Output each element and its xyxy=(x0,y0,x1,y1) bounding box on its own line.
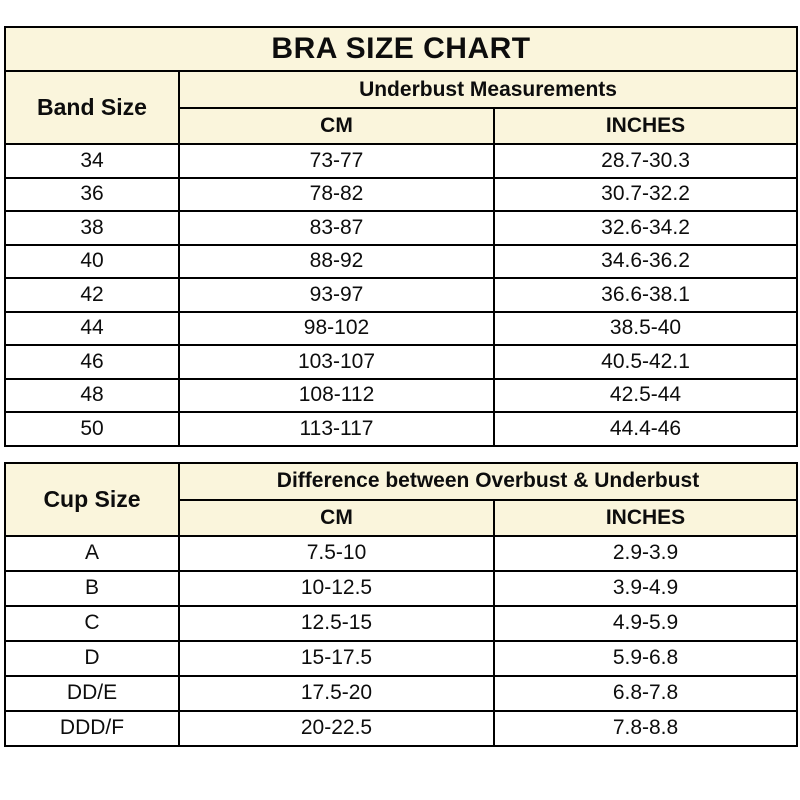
cm-column-header: CM xyxy=(178,107,495,145)
band-size-cell: 48 xyxy=(4,377,180,413)
cm-cell: 7.5-10 xyxy=(178,534,495,572)
table-row: 34 73-77 28.7-30.3 xyxy=(4,143,799,179)
cm-cell: 103-107 xyxy=(178,344,495,380)
cup-size-cell: DDD/F xyxy=(4,709,180,747)
table-row: DD/E 17.5-20 6.8-7.8 xyxy=(4,674,799,712)
inches-cell: 42.5-44 xyxy=(492,377,799,413)
table-row: 40 88-92 34.6-36.2 xyxy=(4,243,799,279)
cm-column-header: CM xyxy=(178,498,495,537)
cm-cell: 10-12.5 xyxy=(178,569,495,607)
inches-column-header: INCHES xyxy=(492,107,799,145)
cup-size-table: Cup Size Difference between Overbust & U… xyxy=(4,461,799,747)
table-row: C 12.5-15 4.9-5.9 xyxy=(4,604,799,642)
cm-cell: 15-17.5 xyxy=(178,639,495,677)
cup-size-cell: C xyxy=(4,604,180,642)
cm-cell: 20-22.5 xyxy=(178,709,495,747)
table-row: D 15-17.5 5.9-6.8 xyxy=(4,639,799,677)
cm-cell: 93-97 xyxy=(178,277,495,313)
cm-cell: 83-87 xyxy=(178,210,495,246)
inches-column-header: INCHES xyxy=(492,498,799,537)
band-size-cell: 36 xyxy=(4,176,180,212)
inches-cell: 4.9-5.9 xyxy=(492,604,799,642)
cup-size-header: Cup Size xyxy=(4,461,180,537)
header-row-units: CM INCHES xyxy=(5,498,799,537)
cm-cell: 78-82 xyxy=(178,176,495,212)
band-size-cell: 44 xyxy=(4,310,180,346)
inches-cell: 32.6-34.2 xyxy=(492,210,799,246)
table-row: 48 108-112 42.5-44 xyxy=(4,377,799,413)
band-size-cell: 42 xyxy=(4,277,180,313)
table-row: 44 98-102 38.5-40 xyxy=(4,310,799,346)
cup-size-cell: DD/E xyxy=(4,674,180,712)
inches-cell: 7.8-8.8 xyxy=(492,709,799,747)
band-size-cell: 50 xyxy=(4,411,180,447)
table-row: 46 103-107 40.5-42.1 xyxy=(4,344,799,380)
title-row: BRA SIZE CHART xyxy=(3,26,799,72)
band-size-table: BRA SIZE CHART Band Size Underbust Measu… xyxy=(3,26,799,447)
table-row: DDD/F 20-22.5 7.8-8.8 xyxy=(4,709,799,747)
inches-cell: 6.8-7.8 xyxy=(492,674,799,712)
inches-cell: 38.5-40 xyxy=(492,310,799,346)
inches-cell: 2.9-3.9 xyxy=(492,534,799,572)
inches-cell: 36.6-38.1 xyxy=(492,277,799,313)
table-row: 38 83-87 32.6-34.2 xyxy=(4,210,799,246)
inches-cell: 28.7-30.3 xyxy=(492,143,799,179)
table-row: 42 93-97 36.6-38.1 xyxy=(4,277,799,313)
chart-title: BRA SIZE CHART xyxy=(3,26,799,72)
header-row-units: CM INCHES xyxy=(5,107,799,145)
inches-cell: 40.5-42.1 xyxy=(492,344,799,380)
inches-cell: 5.9-6.8 xyxy=(492,639,799,677)
band-size-cell: 46 xyxy=(4,344,180,380)
inches-cell: 44.4-46 xyxy=(492,411,799,447)
cup-size-cell: A xyxy=(4,534,180,572)
cm-cell: 17.5-20 xyxy=(178,674,495,712)
cm-cell: 12.5-15 xyxy=(178,604,495,642)
band-size-cell: 38 xyxy=(4,210,180,246)
cm-cell: 98-102 xyxy=(178,310,495,346)
inches-cell: 30.7-32.2 xyxy=(492,176,799,212)
table-row: 50 113-117 44.4-46 xyxy=(4,411,799,447)
band-size-cell: 40 xyxy=(4,243,180,279)
table-row: B 10-12.5 3.9-4.9 xyxy=(4,569,799,607)
cup-size-cell: B xyxy=(4,569,180,607)
cm-cell: 108-112 xyxy=(178,377,495,413)
cup-size-cell: D xyxy=(4,639,180,677)
cm-cell: 88-92 xyxy=(178,243,495,279)
band-size-cell: 34 xyxy=(4,143,180,179)
header-row-group: Band Size Underbust Measurements xyxy=(4,70,799,145)
underbust-measurements-header: Underbust Measurements xyxy=(177,70,799,109)
inches-cell: 34.6-36.2 xyxy=(492,243,799,279)
difference-header: Difference between Overbust & Underbust xyxy=(177,461,799,501)
header-row-group: Cup Size Difference between Overbust & U… xyxy=(4,461,799,537)
table-row: 36 78-82 30.7-32.2 xyxy=(4,176,799,212)
band-size-header: Band Size xyxy=(4,70,180,145)
inches-cell: 3.9-4.9 xyxy=(492,569,799,607)
table-row: A 7.5-10 2.9-3.9 xyxy=(4,534,799,572)
cm-cell: 73-77 xyxy=(178,143,495,179)
cm-cell: 113-117 xyxy=(178,411,495,447)
